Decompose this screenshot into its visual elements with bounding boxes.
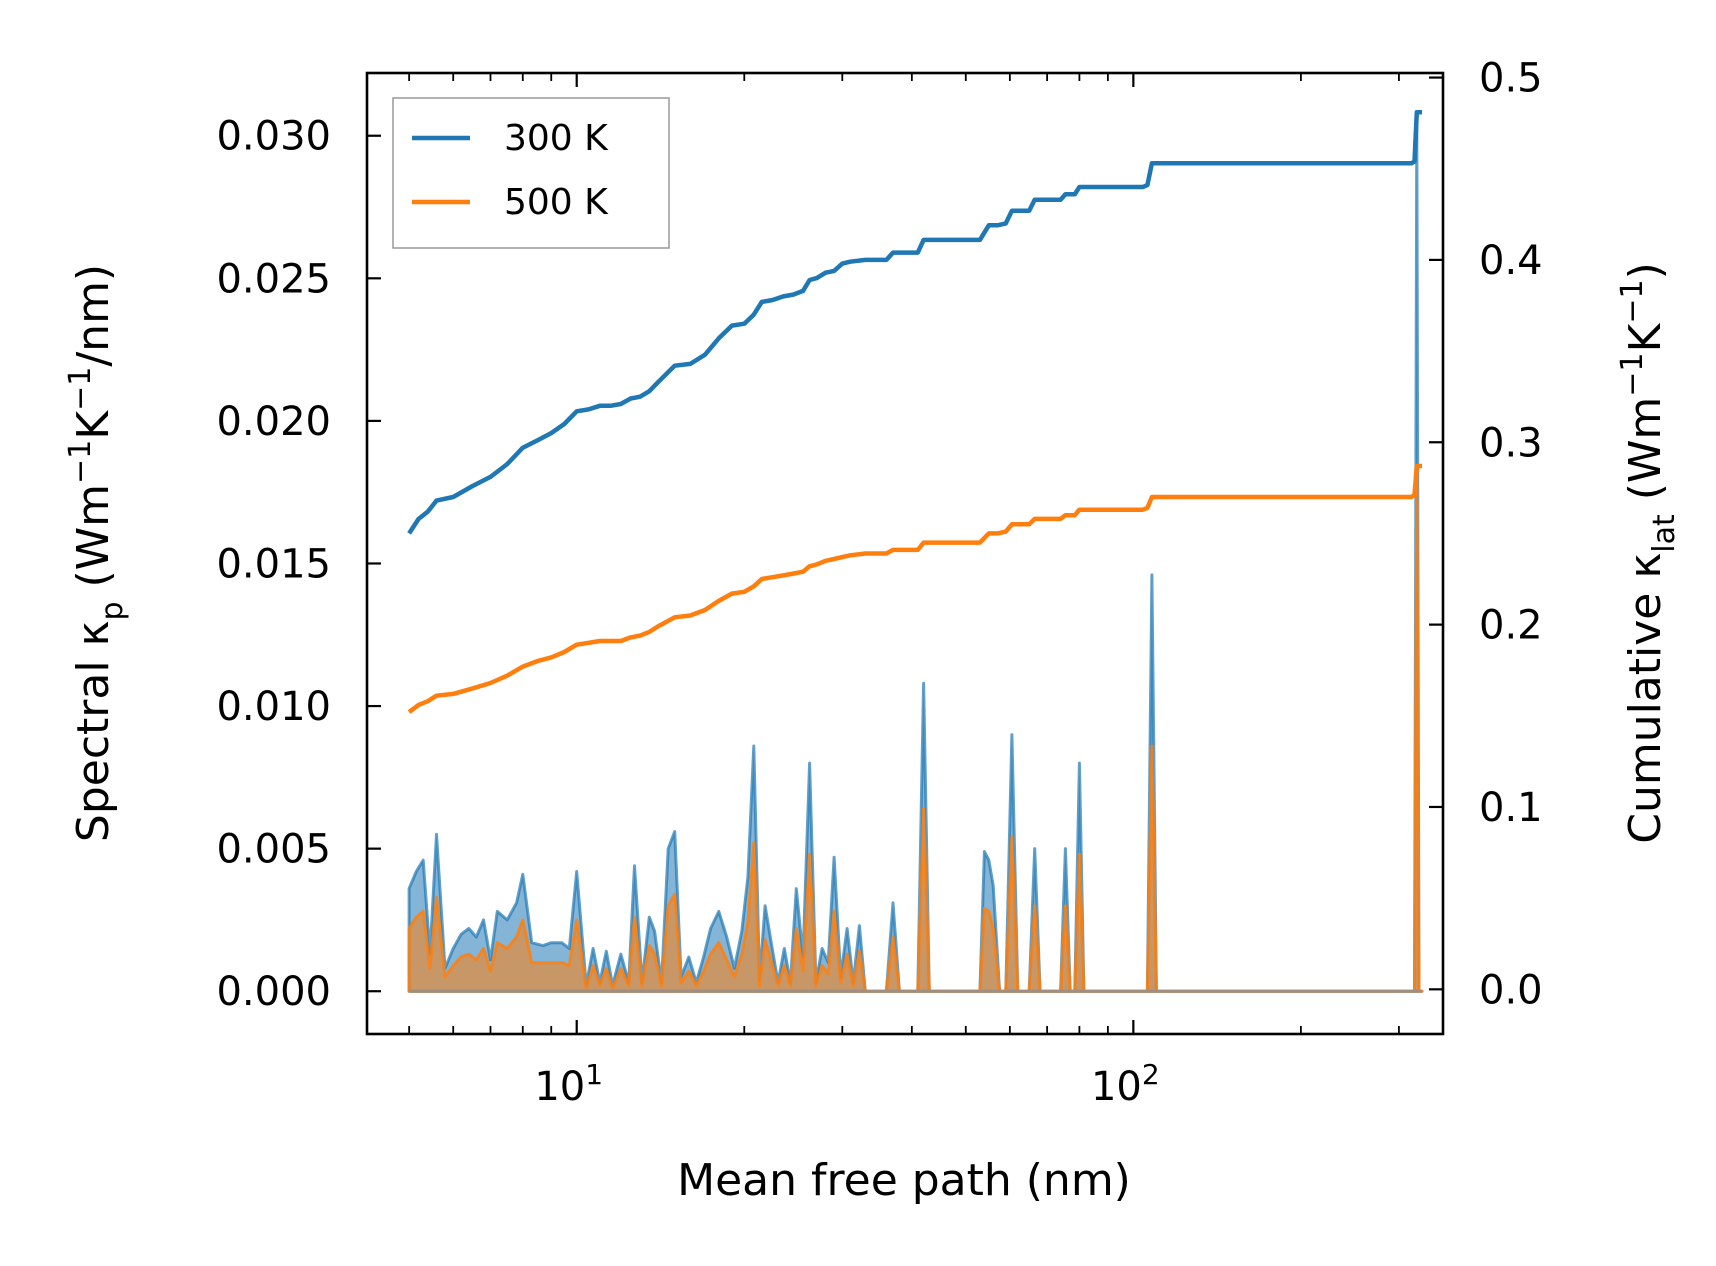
spectral-fill-layer <box>407 117 1424 993</box>
axes-frame <box>365 71 1445 1036</box>
cumulative-300k-line <box>407 109 1422 535</box>
x-tick-label: 102 <box>1091 1058 1160 1110</box>
legend-label-500k: 500 K <box>504 182 609 223</box>
x-axis-label: Mean free path (nm) <box>677 1155 1131 1206</box>
spectral-500k-area <box>407 467 1424 993</box>
right-y-tick-label: 0.0 <box>1479 967 1543 1013</box>
right-y-tick-label: 0.3 <box>1479 420 1543 466</box>
series-line-layer <box>407 109 1422 714</box>
left-axis-label: Spectral κp (Wm−1K−1/nm) <box>63 264 130 842</box>
legend-label-300k: 300 K <box>504 118 609 159</box>
cumulative-500k-line <box>407 463 1422 714</box>
left-y-tick-label: 0.015 <box>216 541 331 587</box>
legend-box <box>392 97 670 249</box>
left-y-tick-label: 0.005 <box>216 827 331 873</box>
right-y-tick-label: 0.5 <box>1479 56 1543 102</box>
right-y-tick-label: 0.2 <box>1479 603 1543 649</box>
spectral-300k-area <box>407 117 1424 993</box>
x-tick-label: 101 <box>534 1058 603 1110</box>
plot-area <box>407 109 1424 993</box>
tick-layer: 0.000 0.005 0.010 0.015 0.020 0.025 0.030 0.0 0.… <box>216 56 1542 1110</box>
right-axis-label: Cumulative κlat (Wm−1K−1) <box>1615 262 1682 844</box>
left-y-tick-label: 0.030 <box>216 114 331 160</box>
right-y-tick-label: 0.4 <box>1479 238 1543 284</box>
left-y-tick-label: 0.020 <box>216 399 331 445</box>
left-y-tick-label: 0.010 <box>216 684 331 730</box>
right-y-tick-label: 0.1 <box>1479 785 1543 831</box>
left-y-tick-label: 0.025 <box>216 256 331 302</box>
legend: 300 K 500 K <box>392 97 670 249</box>
left-y-tick-label: 0.000 <box>216 969 331 1015</box>
